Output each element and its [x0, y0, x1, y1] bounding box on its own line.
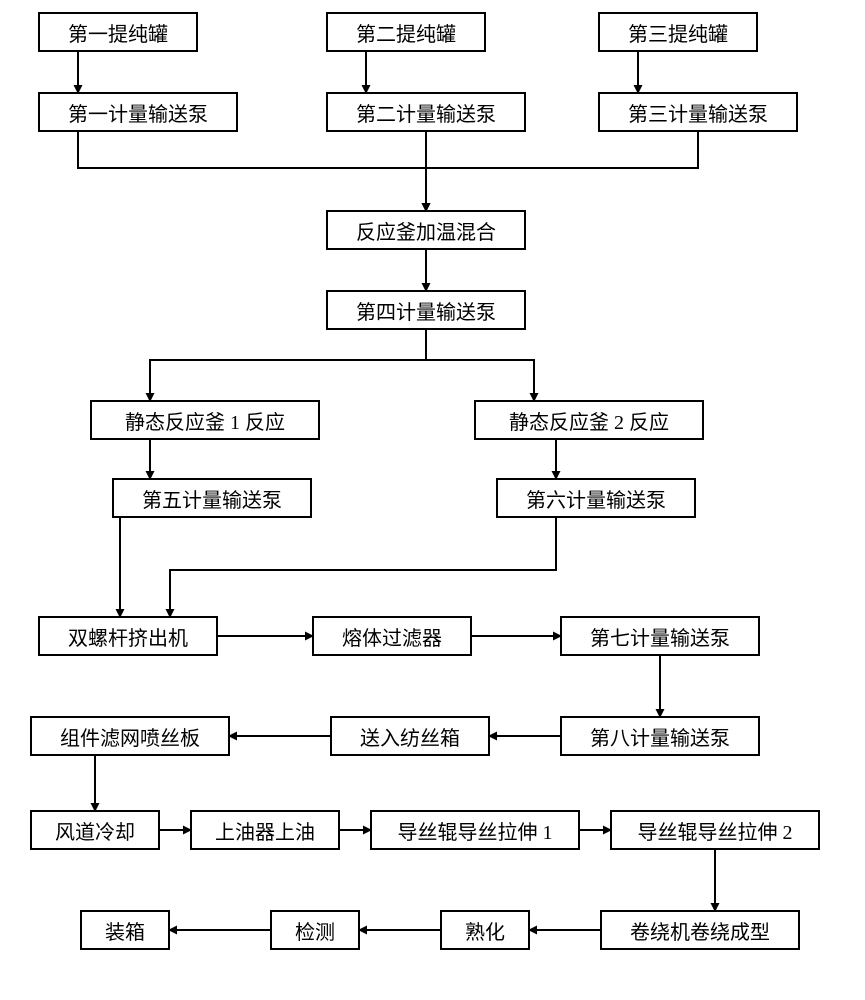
node-extruder: 双螺杆挤出机 [38, 616, 218, 656]
node-tank1: 第一提纯罐 [38, 12, 198, 52]
node-reactor: 反应釜加温混合 [326, 210, 526, 250]
node-label: 导丝辊导丝拉伸 1 [398, 816, 553, 845]
edge [426, 330, 534, 400]
node-label: 送入纺丝箱 [360, 722, 460, 751]
node-label: 上油器上油 [215, 816, 315, 845]
flowchart-canvas: 第一提纯罐 第二提纯罐 第三提纯罐第一计量输送泵 第二计量输送泵 第三计量输送泵反应釜加… [0, 0, 865, 1000]
node-label: 双螺杆挤出机 [68, 622, 188, 651]
edge [426, 132, 698, 210]
node-oiling: 上油器上油 [190, 810, 340, 850]
node-pump6: 第六计量输送泵 [496, 478, 696, 518]
node-label: 风道冷却 [55, 816, 135, 845]
node-draw2: 导丝辊导丝拉伸 2 [610, 810, 820, 850]
node-label: 静态反应釜 2 反应 [509, 406, 669, 435]
node-spinbox: 送入纺丝箱 [330, 716, 490, 756]
node-label: 第二计量输送泵 [356, 98, 496, 127]
node-label: 第一提纯罐 [68, 18, 168, 47]
node-draw1: 导丝辊导丝拉伸 1 [370, 810, 580, 850]
node-pump5: 第五计量输送泵 [112, 478, 312, 518]
edge [150, 330, 426, 400]
node-spinneret: 组件滤网喷丝板 [30, 716, 230, 756]
node-label: 组件滤网喷丝板 [60, 722, 200, 751]
node-label: 第三提纯罐 [628, 18, 728, 47]
node-inspect: 检测 [270, 910, 360, 950]
node-tank3: 第三提纯罐 [598, 12, 758, 52]
node-cure: 熟化 [440, 910, 530, 950]
node-label: 装箱 [105, 916, 145, 945]
node-label: 熟化 [465, 916, 505, 945]
node-static2: 静态反应釜 2 反应 [474, 400, 704, 440]
node-label: 第二提纯罐 [356, 18, 456, 47]
edge [78, 132, 426, 210]
node-filter: 熔体过滤器 [312, 616, 472, 656]
node-pump4: 第四计量输送泵 [326, 290, 526, 330]
node-static1: 静态反应釜 1 反应 [90, 400, 320, 440]
node-pump7: 第七计量输送泵 [560, 616, 760, 656]
node-label: 第四计量输送泵 [356, 296, 496, 325]
node-label: 卷绕机卷绕成型 [630, 916, 770, 945]
node-tank2: 第二提纯罐 [326, 12, 486, 52]
node-label: 第一计量输送泵 [68, 98, 208, 127]
node-pump3: 第三计量输送泵 [598, 92, 798, 132]
node-pump1: 第一计量输送泵 [38, 92, 238, 132]
node-pump8: 第八计量输送泵 [560, 716, 760, 756]
node-label: 第七计量输送泵 [590, 622, 730, 651]
node-label: 第八计量输送泵 [590, 722, 730, 751]
node-packing: 装箱 [80, 910, 170, 950]
node-winding: 卷绕机卷绕成型 [600, 910, 800, 950]
node-label: 检测 [295, 916, 335, 945]
node-label: 静态反应釜 1 反应 [125, 406, 285, 435]
node-label: 熔体过滤器 [342, 622, 442, 651]
node-label: 第五计量输送泵 [142, 484, 282, 513]
node-label: 导丝辊导丝拉伸 2 [638, 816, 793, 845]
node-pump2: 第二计量输送泵 [326, 92, 526, 132]
node-label: 反应釜加温混合 [356, 216, 496, 245]
node-cooling: 风道冷却 [30, 810, 160, 850]
node-label: 第六计量输送泵 [526, 484, 666, 513]
edge [170, 518, 556, 616]
node-label: 第三计量输送泵 [628, 98, 768, 127]
